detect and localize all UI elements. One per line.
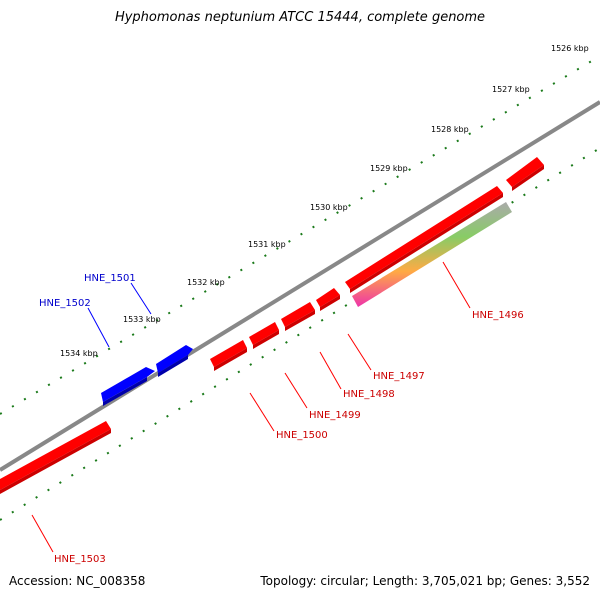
tick-label-1531: 1531 kbp (248, 240, 286, 249)
label-hne-1499: HNE_1499 (309, 410, 361, 421)
genome-backbone (0, 100, 600, 472)
label-hne-1500: HNE_1500 (276, 430, 328, 441)
outer-tick-track (0, 55, 600, 415)
gene-hne-1496-features (352, 202, 512, 307)
tick-label-1528: 1528 kbp (431, 125, 469, 134)
tick-label-1532: 1532 kbp (187, 278, 225, 287)
gene-hne-1503[interactable] (0, 421, 111, 494)
map-title: Hyphomonas neptunium ATCC 15444, complet… (114, 10, 486, 25)
gene-hne-1500[interactable] (210, 340, 247, 371)
genome-summary-text: Topology: circular; Length: 3,705,021 bp… (260, 574, 590, 588)
label-connectors (31, 261, 471, 553)
tick-label-1527: 1527 kbp (492, 85, 530, 94)
tick-label-1534: 1534 kbp (60, 349, 98, 358)
label-hne-1497: HNE_1497 (373, 371, 425, 382)
gene-hne-1498[interactable] (281, 302, 315, 331)
accession-text: Accession: NC_008358 (9, 574, 146, 588)
label-hne-1501: HNE_1501 (84, 273, 136, 284)
label-hne-1496: HNE_1496 (472, 310, 524, 321)
label-hne-1502: HNE_1502 (39, 298, 91, 309)
tick-label-1530: 1530 kbp (310, 203, 348, 212)
tick-label-1526: 1526 kbp (551, 44, 589, 53)
gene-hne-1499[interactable] (249, 322, 279, 349)
tick-label-1533: 1533 kbp (123, 315, 161, 324)
inner-tick-track (0, 147, 600, 521)
gene-hne-1502[interactable] (101, 367, 155, 406)
label-hne-1503: HNE_1503 (54, 554, 106, 565)
tick-label-1529: 1529 kbp (370, 164, 408, 173)
gene-hne-1496[interactable] (345, 157, 544, 293)
label-hne-1498: HNE_1498 (343, 389, 395, 400)
gene-hne-1497[interactable] (316, 288, 340, 311)
gene-hne-1501[interactable] (156, 345, 193, 377)
